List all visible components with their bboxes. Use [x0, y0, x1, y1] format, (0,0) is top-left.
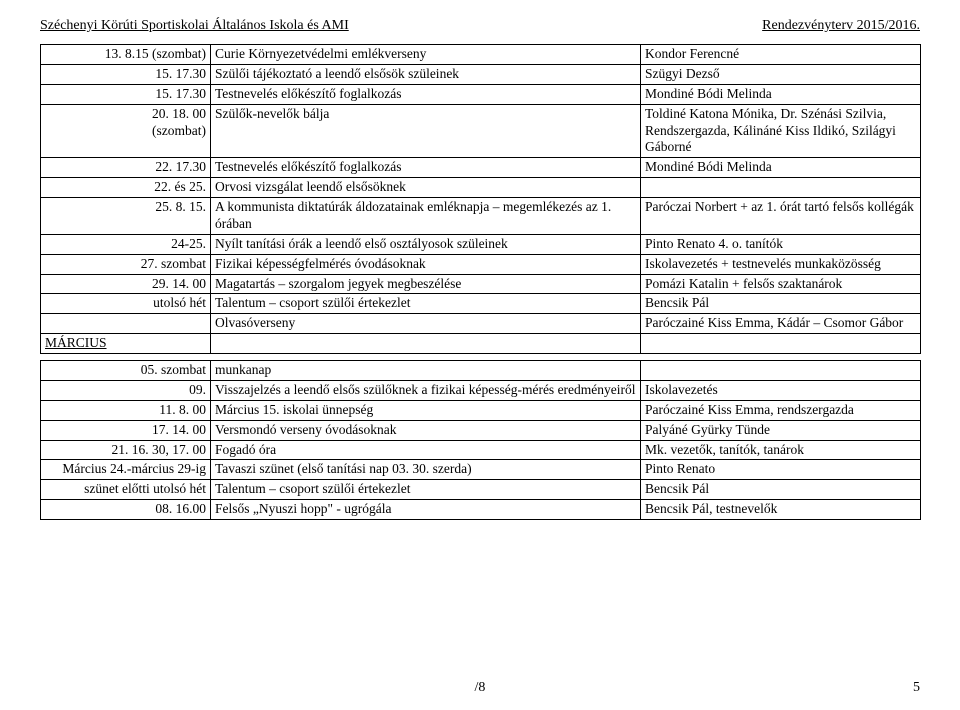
table-row: Március 24.-március 29-igTavaszi szünet … — [41, 460, 921, 480]
responsible-cell: Szügyi Dezső — [641, 64, 921, 84]
date-cell: 22. és 25. — [41, 178, 211, 198]
date-cell: 13. 8.15 (szombat) — [41, 45, 211, 65]
date-cell: 29. 14. 00 — [41, 274, 211, 294]
table-row: 22. és 25.Orvosi vizsgálat leendő elsősö… — [41, 178, 921, 198]
table-row: 27. szombatFizikai képességfelmérés óvod… — [41, 254, 921, 274]
responsible-cell — [641, 334, 921, 354]
date-cell: szünet előtti utolsó hét — [41, 480, 211, 500]
schedule-table-bottom: 05. szombatmunkanap09.Visszajelzés a lee… — [40, 360, 921, 520]
event-cell: munkanap — [211, 361, 641, 381]
date-cell: 09. — [41, 380, 211, 400]
responsible-cell: Iskolavezetés — [641, 380, 921, 400]
table-row: 09.Visszajelzés a leendő elsős szülőknek… — [41, 380, 921, 400]
responsible-cell: Pinto Renato — [641, 460, 921, 480]
schedule-table-top: 13. 8.15 (szombat)Curie Környezetvédelmi… — [40, 44, 921, 354]
date-cell: 20. 18. 00(szombat) — [41, 104, 211, 158]
date-cell: 08. 16.00 — [41, 500, 211, 520]
event-cell: Nyílt tanítási órák a leendő első osztál… — [211, 234, 641, 254]
responsible-cell — [641, 178, 921, 198]
responsible-cell: Mondiné Bódi Melinda — [641, 84, 921, 104]
page-footer-right: 5 — [913, 680, 920, 696]
event-cell: Fizikai képességfelmérés óvodásoknak — [211, 254, 641, 274]
table-row: 08. 16.00Felsős „Nyuszi hopp" - ugrógála… — [41, 500, 921, 520]
responsible-cell: Pomázi Katalin + felsős szaktanárok — [641, 274, 921, 294]
date-cell: 21. 16. 30, 17. 00 — [41, 440, 211, 460]
responsible-cell: Bencsik Pál — [641, 294, 921, 314]
table-row: 29. 14. 00Magatartás – szorgalom jegyek … — [41, 274, 921, 294]
header-right: Rendezvényterv 2015/2016. — [762, 18, 920, 34]
date-cell: 17. 14. 00 — [41, 420, 211, 440]
date-cell: 25. 8. 15. — [41, 198, 211, 235]
date-cell: MÁRCIUS — [41, 334, 211, 354]
responsible-cell: Paróczainé Kiss Emma, rendszergazda — [641, 400, 921, 420]
event-cell — [211, 334, 641, 354]
responsible-cell: Bencsik Pál — [641, 480, 921, 500]
date-cell: 24-25. — [41, 234, 211, 254]
responsible-cell: Bencsik Pál, testnevelők — [641, 500, 921, 520]
responsible-cell: Iskolavezetés + testnevelés munkaközössé… — [641, 254, 921, 274]
page-footer-center: /8 — [0, 680, 960, 696]
event-cell: Tavaszi szünet (első tanítási nap 03. 30… — [211, 460, 641, 480]
date-cell: 27. szombat — [41, 254, 211, 274]
event-cell: Szülői tájékoztató a leendő elsősök szül… — [211, 64, 641, 84]
event-cell: Magatartás – szorgalom jegyek megbeszélé… — [211, 274, 641, 294]
table-row: 22. 17.30Testnevelés előkészítő foglalko… — [41, 158, 921, 178]
header-left: Széchenyi Körúti Sportiskolai Általános … — [40, 18, 349, 34]
date-cell: Március 24.-március 29-ig — [41, 460, 211, 480]
event-cell: Március 15. iskolai ünnepség — [211, 400, 641, 420]
table-row: 20. 18. 00(szombat)Szülők-nevelők báljaT… — [41, 104, 921, 158]
table-row: 24-25.Nyílt tanítási órák a leendő első … — [41, 234, 921, 254]
table-row: MÁRCIUS — [41, 334, 921, 354]
date-cell — [41, 314, 211, 334]
table-row: 17. 14. 00Versmondó verseny óvodásoknakP… — [41, 420, 921, 440]
date-cell: 05. szombat — [41, 361, 211, 381]
responsible-cell: Mk. vezetők, tanítók, tanárok — [641, 440, 921, 460]
event-cell: Testnevelés előkészítő foglalkozás — [211, 158, 641, 178]
event-cell: Talentum – csoport szülői értekezlet — [211, 294, 641, 314]
table-row: 15. 17.30Szülői tájékoztató a leendő els… — [41, 64, 921, 84]
date-cell: 22. 17.30 — [41, 158, 211, 178]
event-cell: Talentum – csoport szülői értekezlet — [211, 480, 641, 500]
responsible-cell: Mondiné Bódi Melinda — [641, 158, 921, 178]
event-cell: Olvasóverseny — [211, 314, 641, 334]
event-cell: Versmondó verseny óvodásoknak — [211, 420, 641, 440]
date-cell: 15. 17.30 — [41, 64, 211, 84]
responsible-cell: Pinto Renato 4. o. tanítók — [641, 234, 921, 254]
responsible-cell: Palyáné Gyürky Tünde — [641, 420, 921, 440]
date-cell: utolsó hét — [41, 294, 211, 314]
page-header: Széchenyi Körúti Sportiskolai Általános … — [40, 18, 920, 34]
table-row: 11. 8. 00Március 15. iskolai ünnepségPar… — [41, 400, 921, 420]
event-cell: A kommunista diktatúrák áldozatainak eml… — [211, 198, 641, 235]
table-row: 13. 8.15 (szombat)Curie Környezetvédelmi… — [41, 45, 921, 65]
event-cell: Felsős „Nyuszi hopp" - ugrógála — [211, 500, 641, 520]
table-row: szünet előtti utolsó hétTalentum – csopo… — [41, 480, 921, 500]
event-cell: Testnevelés előkészítő foglalkozás — [211, 84, 641, 104]
table-row: 05. szombatmunkanap — [41, 361, 921, 381]
event-cell: Orvosi vizsgálat leendő elsősöknek — [211, 178, 641, 198]
table-row: 21. 16. 30, 17. 00Fogadó óraMk. vezetők,… — [41, 440, 921, 460]
table-row: 15. 17.30Testnevelés előkészítő foglalko… — [41, 84, 921, 104]
responsible-cell: Toldiné Katona Mónika, Dr. Szénási Szilv… — [641, 104, 921, 158]
event-cell: Szülők-nevelők bálja — [211, 104, 641, 158]
table-row: OlvasóversenyParóczainé Kiss Emma, Kádár… — [41, 314, 921, 334]
event-cell: Fogadó óra — [211, 440, 641, 460]
event-cell: Curie Környezetvédelmi emlékverseny — [211, 45, 641, 65]
table-row: utolsó hétTalentum – csoport szülői érte… — [41, 294, 921, 314]
date-cell: 11. 8. 00 — [41, 400, 211, 420]
responsible-cell: Paróczai Norbert + az 1. órát tartó fels… — [641, 198, 921, 235]
responsible-cell — [641, 361, 921, 381]
event-cell: Visszajelzés a leendő elsős szülőknek a … — [211, 380, 641, 400]
table-row: 25. 8. 15.A kommunista diktatúrák áldoza… — [41, 198, 921, 235]
responsible-cell: Paróczainé Kiss Emma, Kádár – Csomor Gáb… — [641, 314, 921, 334]
date-cell: 15. 17.30 — [41, 84, 211, 104]
responsible-cell: Kondor Ferencné — [641, 45, 921, 65]
